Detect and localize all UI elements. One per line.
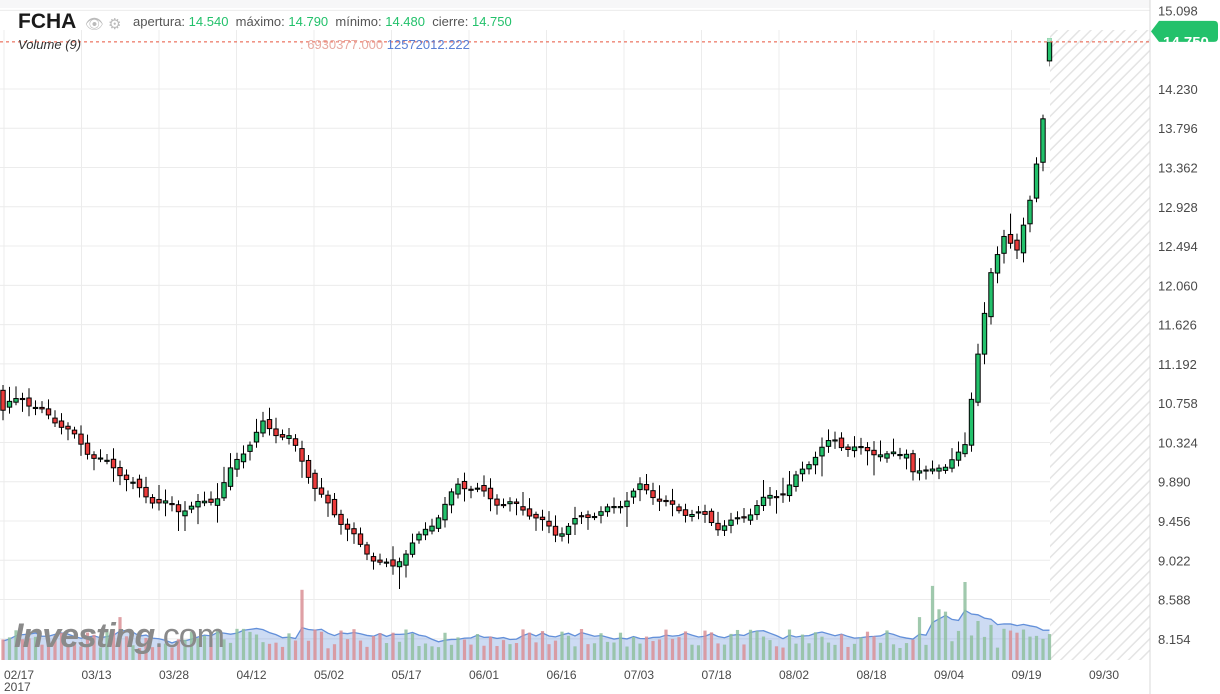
svg-text:13.796: 13.796 (1158, 121, 1198, 136)
svg-text:9.890: 9.890 (1158, 475, 1191, 490)
svg-text:10.758: 10.758 (1158, 396, 1198, 411)
svg-text:11.192: 11.192 (1158, 357, 1197, 372)
svg-text:2017: 2017 (4, 680, 31, 694)
svg-text:9.456: 9.456 (1158, 514, 1191, 529)
svg-text:8.588: 8.588 (1158, 593, 1191, 608)
svg-text:03/13: 03/13 (82, 668, 112, 682)
svg-text:07/18: 07/18 (702, 668, 732, 682)
svg-text:14.750: 14.750 (1163, 34, 1209, 51)
svg-text:06/01: 06/01 (469, 668, 499, 682)
svg-text:05/02: 05/02 (314, 668, 344, 682)
svg-text:11.626: 11.626 (1158, 318, 1197, 333)
svg-text:12.928: 12.928 (1158, 200, 1198, 215)
svg-text:13.362: 13.362 (1158, 161, 1198, 176)
svg-text:14.230: 14.230 (1158, 82, 1198, 97)
svg-text:06/16: 06/16 (547, 668, 577, 682)
svg-text:9.022: 9.022 (1158, 553, 1191, 568)
svg-text:8.154: 8.154 (1158, 632, 1191, 647)
svg-text:03/28: 03/28 (159, 668, 189, 682)
svg-text:07/03: 07/03 (624, 668, 654, 682)
svg-text:12.060: 12.060 (1158, 278, 1198, 293)
svg-text:09/19: 09/19 (1012, 668, 1042, 682)
svg-text:15.098: 15.098 (1158, 3, 1198, 18)
svg-text:04/12: 04/12 (237, 668, 267, 682)
svg-text:09/30: 09/30 (1089, 668, 1119, 682)
svg-text:05/17: 05/17 (392, 668, 422, 682)
svg-text:08/02: 08/02 (779, 668, 809, 682)
svg-text:08/18: 08/18 (857, 668, 887, 682)
svg-text:12.494: 12.494 (1158, 239, 1198, 254)
svg-text:10.324: 10.324 (1158, 435, 1198, 450)
svg-text:09/04: 09/04 (934, 668, 964, 682)
